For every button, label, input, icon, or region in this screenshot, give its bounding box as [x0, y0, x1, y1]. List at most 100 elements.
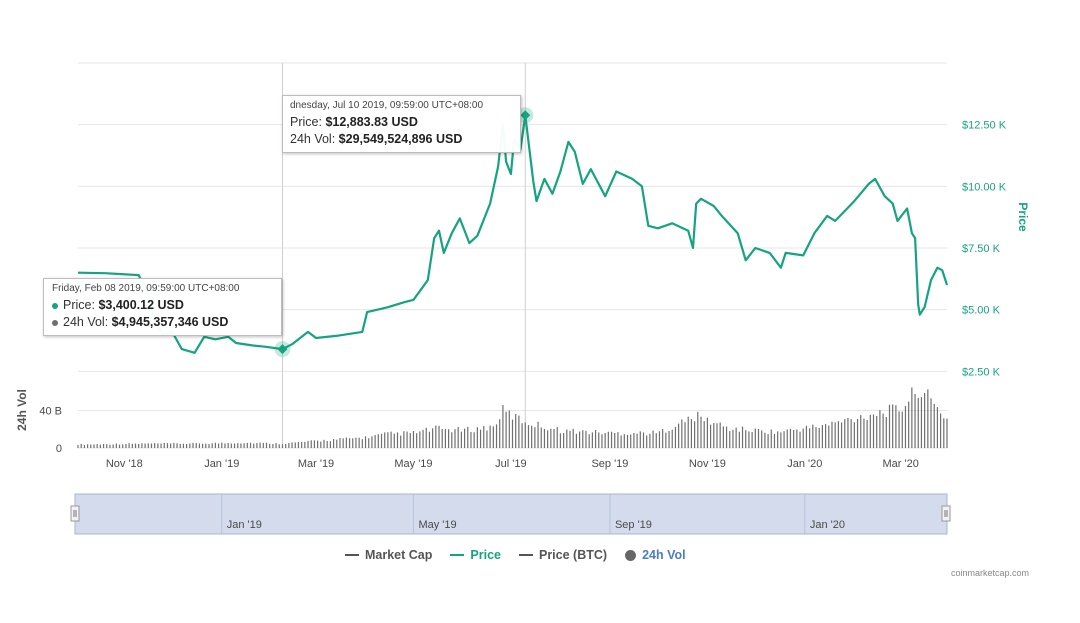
volume-bar — [741, 426, 744, 448]
volume-bar — [924, 392, 926, 448]
navigator-right-handle[interactable] — [941, 505, 951, 522]
volume-bar — [694, 421, 696, 448]
legend-price-btc[interactable]: Price (BTC) — [518, 548, 607, 562]
volume-bar — [329, 441, 331, 448]
tooltip-price-row: Price: $12,883.83 USD — [290, 114, 512, 131]
volume-bar — [901, 411, 903, 448]
volume-tick-label: 0 — [56, 443, 62, 455]
volume-bar — [892, 404, 894, 448]
volume-bar — [262, 442, 264, 448]
volume-bar — [176, 443, 178, 448]
volume-bar — [502, 404, 504, 448]
legend-24h-vol[interactable]: 24h Vol — [625, 548, 686, 562]
volume-bar — [377, 434, 379, 448]
volume-bar — [856, 419, 859, 448]
volume-bar — [265, 442, 268, 448]
volume-bar — [930, 398, 932, 448]
volume-bar — [793, 430, 795, 448]
volume-bar — [936, 407, 939, 448]
volume-bar — [492, 426, 494, 448]
volume-bar — [170, 443, 172, 448]
volume-bar — [540, 427, 542, 448]
volume-bar — [441, 429, 443, 448]
volume-bar — [671, 429, 673, 448]
volume-bar — [457, 427, 459, 448]
volume-bar — [221, 442, 223, 448]
volume-bar — [291, 442, 293, 448]
legend-market-cap[interactable]: Market Cap — [345, 548, 432, 562]
volume-bar — [566, 429, 568, 448]
volume-bar — [425, 427, 427, 448]
navigator-tick-label: Jan '19 — [227, 519, 262, 531]
volume-bar — [467, 426, 469, 448]
volume-bar — [946, 418, 948, 448]
volume-bar — [681, 419, 683, 448]
volume-bar — [297, 442, 300, 448]
x-tick-label: May '19 — [394, 458, 432, 470]
x-tick-label: Jan '19 — [204, 458, 239, 470]
volume-bar — [716, 423, 718, 448]
volume-dot-icon — [52, 319, 58, 326]
volume-bar — [272, 444, 274, 448]
volume-bar — [646, 435, 648, 448]
navigator-left-handle[interactable] — [70, 505, 80, 522]
volume-bar — [428, 431, 431, 448]
volume-bar — [406, 431, 408, 448]
volume-bar — [556, 427, 558, 448]
volume-bar — [550, 428, 552, 448]
volume-bar — [844, 419, 846, 448]
volume-bar — [751, 431, 753, 448]
volume-bar — [780, 432, 782, 448]
legend-price[interactable]: Price — [450, 548, 501, 562]
volume-bar — [422, 429, 424, 448]
tooltip-vol-value: $29,549,524,896 USD — [338, 132, 463, 146]
volume-bar — [403, 431, 405, 448]
volume-bar — [310, 440, 312, 448]
volume-bar — [783, 431, 785, 448]
volume-bar — [678, 423, 680, 448]
chart-legend: Market Cap Price Price (BTC) 24h Vol — [345, 548, 686, 562]
volume-bar — [815, 427, 817, 448]
volume-bar — [553, 428, 555, 448]
volume-bar — [879, 410, 881, 448]
volume-bar — [725, 426, 728, 448]
volume-bar — [134, 443, 137, 448]
volume-bar — [454, 429, 456, 448]
volume-bar — [364, 436, 367, 448]
tooltip-price-row: Price: $3,400.12 USD — [52, 297, 273, 314]
volume-bar — [588, 434, 590, 448]
volume-bar — [479, 429, 482, 448]
volume-bar — [687, 416, 689, 448]
volume-bar — [840, 422, 843, 448]
hover-marker — [277, 344, 288, 355]
volume-bar — [189, 443, 191, 448]
volume-bar — [102, 443, 105, 448]
credit-text: coinmarketcap.com — [951, 568, 1030, 578]
tooltip-feb: Friday, Feb 08 2019, 09:59:00 UTC+08:00 … — [43, 278, 282, 336]
volume-bar — [697, 411, 699, 448]
volume-bar — [620, 435, 622, 448]
volume-bar — [317, 440, 319, 448]
volume-bar — [336, 439, 338, 448]
volume-bar — [285, 444, 287, 448]
volume-bar — [390, 431, 392, 448]
volume-bar — [444, 428, 447, 448]
volume-bar — [131, 443, 133, 448]
navigator-tick-label: Sep '19 — [615, 519, 652, 531]
volume-bar — [125, 443, 127, 448]
volume-bar — [400, 435, 402, 448]
volume-bar — [138, 443, 140, 448]
volume-bar — [713, 423, 715, 448]
volume-bar — [259, 442, 261, 448]
volume-bar — [601, 434, 603, 448]
volume-bar — [192, 442, 194, 448]
volume-bar — [205, 443, 207, 448]
volume-bar — [639, 431, 641, 448]
volume-bar — [150, 443, 153, 448]
tooltip-vol-label: 24h Vol: — [290, 132, 336, 146]
volume-bar — [463, 428, 466, 448]
volume-bar — [77, 445, 79, 448]
volume-bar — [853, 422, 855, 448]
volume-bar — [240, 443, 242, 448]
